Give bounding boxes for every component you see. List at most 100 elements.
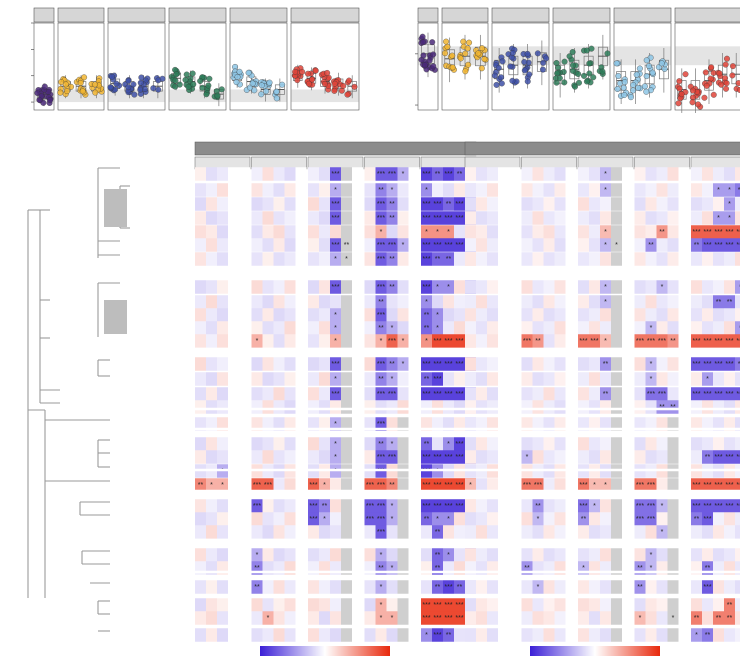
heatmap-cell: [206, 598, 217, 612]
significance-stars: **: [694, 615, 700, 622]
heatmap-cell: [319, 561, 330, 575]
empty-cell: [239, 238, 250, 252]
heatmap-cell: [735, 478, 740, 492]
heatmap-cell: [578, 580, 589, 594]
data-point: [299, 68, 306, 75]
heatmap-cell: [702, 357, 713, 371]
empty-cell: [509, 308, 520, 322]
empty-cell: [622, 197, 633, 211]
heatmap-cell: [724, 197, 735, 211]
heatmap-cell: [386, 295, 398, 309]
heatmap-cell: [645, 238, 657, 252]
heatmap-cell: [645, 334, 657, 348]
empty-cell: [678, 548, 690, 562]
significance-stars: **: [705, 454, 711, 461]
heatmap-cell: [364, 450, 376, 464]
heatmap-cell: [217, 400, 228, 414]
heatmap-cell: [691, 611, 702, 625]
empty-cell: [498, 334, 509, 348]
heatmap-cell: [634, 387, 646, 401]
heatmap-cell: [645, 372, 657, 386]
data-point: [155, 77, 162, 84]
heatmap-cell: [319, 512, 330, 526]
significance-stars: **: [378, 565, 384, 572]
heatmap-cell: [713, 400, 724, 414]
significance-stars: *: [604, 338, 607, 345]
heatmap-cell: [476, 628, 487, 642]
heatmap-cell: [600, 197, 611, 211]
data-point: [583, 47, 590, 54]
empty-cell: [678, 238, 690, 252]
data-point: [561, 79, 568, 86]
heatmap-cell: [364, 437, 376, 451]
heatmap-cell: [656, 580, 668, 594]
heatmap-cell: [421, 183, 432, 197]
significance-stars: **: [705, 565, 711, 572]
heatmap-cell: [487, 387, 498, 401]
heatmap-cell: [611, 437, 622, 451]
heatmap-cell: [195, 167, 206, 181]
heatmap-cell: [476, 611, 487, 625]
significance-stars: ***: [422, 201, 430, 208]
heatmap-cell: [195, 334, 206, 348]
heatmap-cell: [578, 450, 589, 464]
heatmap-cell: [284, 611, 296, 625]
data-point: [309, 76, 316, 83]
heatmap-cell: [702, 437, 713, 451]
heatmap-cell: [375, 628, 387, 642]
heatmap-cell: [443, 417, 454, 431]
heatmap-cell: [375, 580, 387, 594]
heatmap-cell: [611, 417, 622, 431]
empty-cell: [565, 295, 577, 309]
heatmap-cell: [702, 561, 713, 575]
heatmap-cell: [217, 167, 228, 181]
heatmap-cell: [487, 295, 498, 309]
empty-cell: [295, 252, 307, 266]
heatmap-cell: [217, 628, 228, 642]
heatmap-cell: [667, 580, 679, 594]
heatmap-cell: [432, 211, 443, 225]
heatmap-cell: [251, 478, 263, 492]
heatmap-cell: [713, 478, 724, 492]
heatmap-cell: [421, 280, 432, 294]
heatmap-cell: [532, 437, 544, 451]
heatmap-cell: [273, 321, 285, 335]
empty-cell: [295, 387, 307, 401]
heatmap-cell: [217, 512, 228, 526]
heatmap-cell: [634, 357, 646, 371]
significance-stars: **: [435, 256, 441, 263]
heatmap-cell: [308, 450, 319, 464]
empty-cell: [239, 225, 250, 239]
significance-stars: ***: [703, 391, 711, 398]
heatmap-cell: [465, 417, 476, 431]
heatmap-cell: [735, 238, 740, 252]
heatmap-cell: [251, 280, 263, 294]
heatmap-cell: [308, 628, 319, 642]
empty-cell: [239, 499, 250, 513]
empty-cell: [408, 499, 420, 513]
heatmap-cell: [589, 280, 600, 294]
empty-cell: [239, 372, 250, 386]
data-point: [722, 75, 729, 82]
heatmap-cell: [487, 225, 498, 239]
data-point: [41, 83, 48, 90]
significance-stars: ***: [703, 516, 711, 523]
data-point: [491, 72, 498, 79]
heatmap-cell: [656, 598, 668, 612]
empty-cell: [408, 478, 420, 492]
heatmap-cell: [195, 197, 206, 211]
significance-stars: ***: [388, 391, 396, 398]
empty-cell: [408, 308, 420, 322]
facet-strip: [441, 7, 489, 23]
heatmap-cell: [432, 400, 443, 414]
heatmap-cell: [600, 598, 611, 612]
heatmap-cell: [375, 598, 387, 612]
significance-stars: **: [424, 441, 430, 448]
heatmap-cell: [487, 628, 498, 642]
heatmap-cell: [330, 387, 341, 401]
heatmap-cell: [735, 450, 740, 464]
significance-stars: ***: [377, 171, 385, 178]
heatmap-cell: [532, 225, 544, 239]
heatmap-cell: [319, 437, 330, 451]
significance-stars: ***: [636, 338, 644, 345]
